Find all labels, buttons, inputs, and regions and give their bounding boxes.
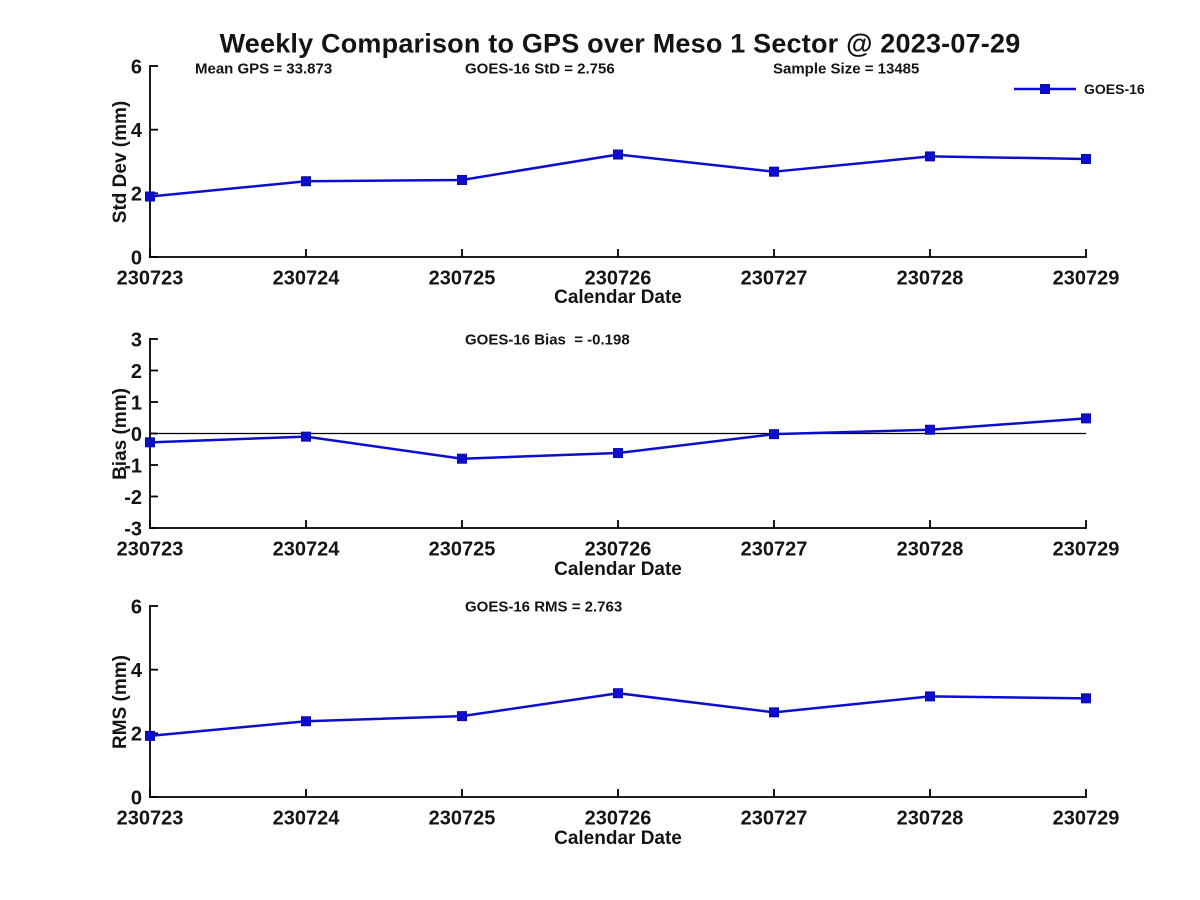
x-tick-label: 230728 xyxy=(897,808,964,830)
x-tick-label: 230729 xyxy=(1053,268,1120,290)
x-tick-label: 230727 xyxy=(741,539,808,561)
x-tick-label: 230726 xyxy=(585,268,652,290)
y-tick-label: 3 xyxy=(131,329,142,351)
x-tick-label: 230723 xyxy=(117,539,184,561)
series-marker xyxy=(301,176,311,187)
series-line xyxy=(148,691,1088,738)
x-tick-label: 230723 xyxy=(117,268,184,290)
x-tick-label: 230724 xyxy=(273,268,341,290)
y-axis-label-stddev: Std Dev (mm) xyxy=(110,100,131,224)
y-tick-label: 0 xyxy=(131,247,142,269)
series-marker xyxy=(613,149,623,160)
annotation-goes16-rms: GOES-16 RMS = 2.763 xyxy=(465,598,623,616)
y-tick-label: 2 xyxy=(131,361,142,383)
series-marker xyxy=(769,166,779,177)
annotation-goes16-bias: GOES-16 Bias = -0.198 xyxy=(465,331,630,349)
y-tick-label: -1 xyxy=(124,455,142,477)
y-tick-label: -2 xyxy=(124,487,142,509)
x-tick-label: 230725 xyxy=(429,539,496,561)
series-marker xyxy=(769,707,779,718)
series-marker xyxy=(925,424,935,435)
y-tick-label: 2 xyxy=(131,724,142,746)
series-marker xyxy=(613,688,623,699)
y-tick-label: 0 xyxy=(131,787,142,809)
y-tick-label: 6 xyxy=(131,596,142,618)
series-marker xyxy=(145,191,155,202)
y-tick-label: -3 xyxy=(124,518,142,540)
x-tick-label: 230729 xyxy=(1053,539,1120,561)
legend-marker xyxy=(1040,84,1050,94)
x-tick-label: 230726 xyxy=(585,808,652,830)
figure-title: Weekly Comparison to GPS over Meso 1 Sec… xyxy=(219,28,1021,59)
y-tick-label: 0 xyxy=(131,424,142,446)
series-marker xyxy=(1081,153,1091,164)
y-axis-label-bias: Bias (mm) xyxy=(110,388,131,480)
series-marker xyxy=(769,429,779,440)
series-marker xyxy=(925,151,935,162)
x-axis-label-subplot3: Calendar Date xyxy=(554,828,682,849)
series-marker xyxy=(1081,693,1091,704)
x-tick-label: 230727 xyxy=(741,808,808,830)
legend: GOES-16 xyxy=(1014,80,1145,98)
series-marker xyxy=(301,431,311,442)
series-marker xyxy=(301,716,311,727)
x-tick-label: 230726 xyxy=(585,539,652,561)
annotation-goes16-std: GOES-16 StD = 2.756 xyxy=(465,60,615,78)
y-tick-label: 4 xyxy=(131,660,143,682)
y-tick-label: 1 xyxy=(131,392,142,414)
x-tick-label: 230723 xyxy=(117,808,184,830)
y-tick-label: 4 xyxy=(131,120,143,142)
x-axis-label-subplot2: Calendar Date xyxy=(554,559,682,580)
x-tick-label: 230725 xyxy=(429,268,496,290)
y-axis-label-rms: RMS (mm) xyxy=(110,655,131,749)
series-marker xyxy=(1081,413,1091,424)
series-line xyxy=(148,153,1088,198)
x-tick-label: 230728 xyxy=(897,268,964,290)
legend-line-marker-icon xyxy=(1014,84,1076,94)
series-marker xyxy=(457,711,467,722)
series-marker xyxy=(145,730,155,741)
x-tick-label: 230728 xyxy=(897,539,964,561)
series-marker xyxy=(613,448,623,459)
x-tick-label: 230729 xyxy=(1053,808,1120,830)
series-marker xyxy=(925,691,935,702)
y-tick-label: 2 xyxy=(131,184,142,206)
series-marker xyxy=(457,174,467,185)
x-tick-label: 230724 xyxy=(273,539,341,561)
series-marker xyxy=(457,453,467,464)
annotation-mean-gps: Mean GPS = 33.873 xyxy=(195,60,333,78)
x-axis-label-subplot1: Calendar Date xyxy=(554,287,682,308)
x-tick-label: 230724 xyxy=(273,808,341,830)
x-tick-label: 230727 xyxy=(741,268,808,290)
annotation-sample-size: Sample Size = 13485 xyxy=(773,60,920,78)
x-tick-label: 230725 xyxy=(429,808,496,830)
series-marker xyxy=(145,437,155,448)
y-tick-label: 6 xyxy=(131,56,142,78)
legend-label: GOES-16 xyxy=(1084,81,1145,97)
